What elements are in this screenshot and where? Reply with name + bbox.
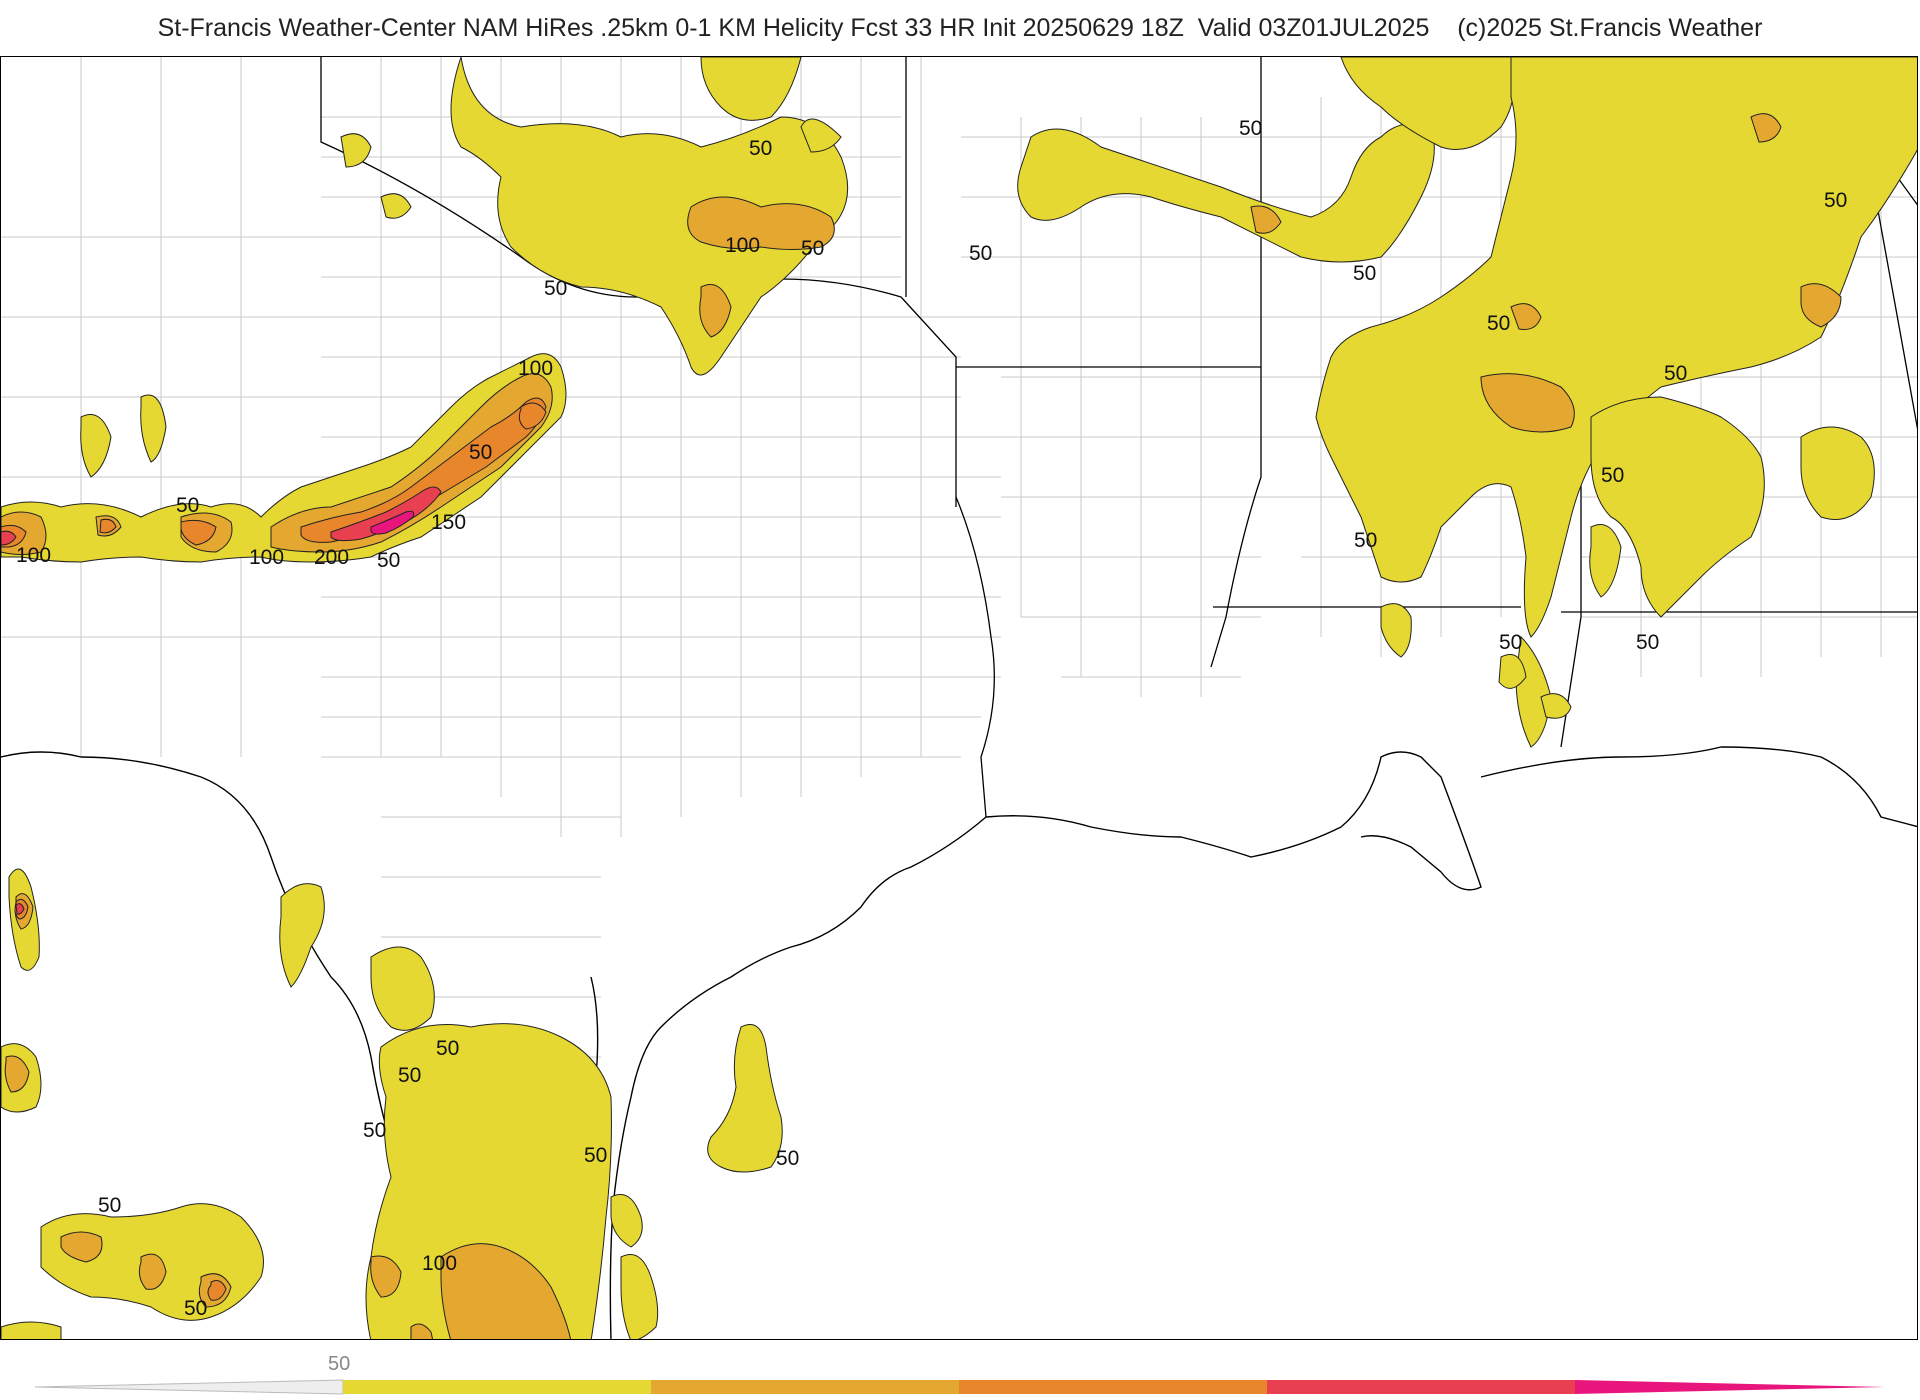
colorbar-segment-150: [959, 1380, 1267, 1394]
colorbar-under-triangle: [34, 1379, 344, 1395]
contour-label: 50: [1239, 117, 1262, 140]
map-title: St-Francis Weather-Center NAM HiRes .25k…: [157, 14, 1763, 42]
forecast-map: 50 50 100 50 50 50 50 50 50 50 100 50 50…: [1, 57, 1917, 1339]
coastline: [1, 746, 1917, 1339]
contour-label: 200: [314, 546, 349, 569]
contour-label: 50: [1601, 464, 1624, 487]
colorbar-segment-200: [1267, 1380, 1575, 1394]
helicity-250-fill: [370, 510, 415, 535]
colorbar-segment-100: [651, 1380, 959, 1394]
contour-label: 50: [1636, 631, 1659, 654]
contour-label: 50: [801, 237, 824, 260]
contour-label: 50: [469, 441, 492, 464]
contour-label: 50: [1487, 312, 1510, 335]
contour-label: 50: [436, 1037, 459, 1060]
contour-label: 50: [969, 242, 992, 265]
contour-label: 50: [98, 1194, 121, 1217]
contour-label: 50: [176, 494, 199, 517]
colorbar-segment-50: [343, 1380, 651, 1394]
contour-label: 100: [249, 546, 284, 569]
map-frame: 50 50 100 50 50 50 50 50 50 50 100 50 50…: [0, 56, 1918, 1340]
contour-label: 100: [422, 1252, 457, 1275]
contour-label: 50: [1664, 362, 1687, 385]
helicity-150-fill: [1, 397, 547, 1301]
helicity-100-fill: [1, 113, 1842, 1339]
contour-label: 50: [584, 1144, 607, 1167]
contour-label: 50: [184, 1297, 207, 1320]
contour-label: 150: [431, 511, 466, 534]
contour-label: 50: [1499, 631, 1522, 654]
helicity-200-fill: [1, 486, 442, 915]
contour-label: 100: [518, 357, 553, 380]
contour-label: 50: [1824, 189, 1847, 212]
colorbar-tick-label: 50: [328, 1353, 350, 1375]
contour-labels: 50 50 100 50 50 50 50 50 50 50 100 50 50…: [16, 117, 1847, 1320]
contour-label: 50: [1353, 262, 1376, 285]
helicity-50-fill: [1, 57, 1917, 1339]
contour-label: 50: [363, 1119, 386, 1142]
colorbar-segment-250: [1575, 1380, 1885, 1394]
colorbar-legend: 50: [34, 1353, 1885, 1395]
contour-label: 100: [725, 234, 760, 257]
contour-label: 50: [1354, 529, 1377, 552]
contour-label: 50: [398, 1064, 421, 1087]
contour-label: 50: [776, 1147, 799, 1170]
contour-label: 100: [16, 544, 51, 567]
contour-label: 50: [377, 549, 400, 572]
contour-label: 50: [749, 137, 772, 160]
contour-label: 50: [544, 277, 567, 300]
